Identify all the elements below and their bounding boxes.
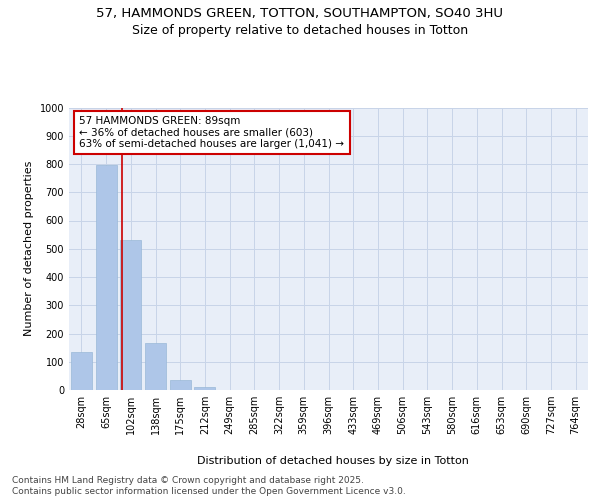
- Text: Size of property relative to detached houses in Totton: Size of property relative to detached ho…: [132, 24, 468, 37]
- Text: Contains public sector information licensed under the Open Government Licence v3: Contains public sector information licen…: [12, 488, 406, 496]
- Text: 57, HAMMONDS GREEN, TOTTON, SOUTHAMPTON, SO40 3HU: 57, HAMMONDS GREEN, TOTTON, SOUTHAMPTON,…: [97, 8, 503, 20]
- Bar: [120, 240, 141, 390]
- Text: 57 HAMMONDS GREEN: 89sqm
← 36% of detached houses are smaller (603)
63% of semi-: 57 HAMMONDS GREEN: 89sqm ← 36% of detach…: [79, 116, 344, 149]
- Y-axis label: Number of detached properties: Number of detached properties: [24, 161, 34, 336]
- Bar: [71, 352, 92, 390]
- Bar: [145, 344, 166, 390]
- Text: Distribution of detached houses by size in Totton: Distribution of detached houses by size …: [197, 456, 469, 466]
- Bar: [194, 387, 215, 390]
- Bar: [170, 380, 191, 390]
- Bar: [95, 166, 116, 390]
- Text: Contains HM Land Registry data © Crown copyright and database right 2025.: Contains HM Land Registry data © Crown c…: [12, 476, 364, 485]
